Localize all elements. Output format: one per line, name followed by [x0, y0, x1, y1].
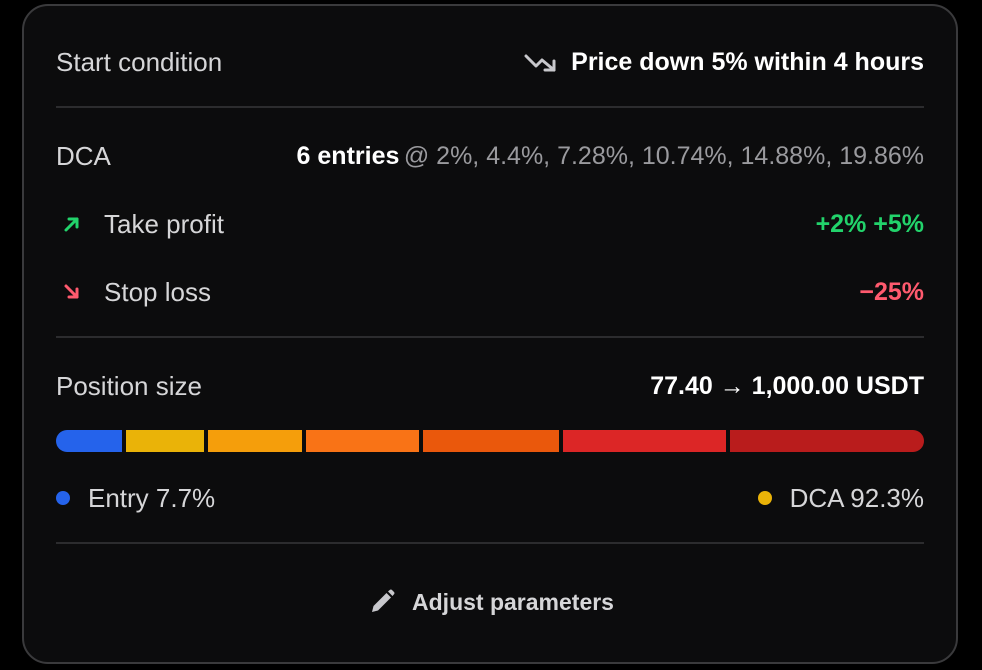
trending-down-icon	[523, 46, 559, 78]
allocation-segment-4	[305, 430, 420, 452]
position-size-label: Position size	[56, 370, 202, 401]
position-size-value: 77.40 → 1,000.00 USDT	[650, 371, 924, 400]
stop-loss-value: −25%	[859, 277, 924, 306]
start-condition-row: Start condition Price down 5% within 4 h…	[56, 42, 924, 82]
legend-dca: DCA 92.3%	[757, 482, 924, 514]
allocation-segment-6	[562, 430, 726, 452]
take-profit-value: +2% +5%	[815, 209, 924, 238]
legend-entry-label: Entry 7.7%	[88, 482, 216, 513]
strategy-card: Start condition Price down 5% within 4 h…	[22, 4, 958, 664]
entry-dot-icon	[56, 491, 70, 505]
take-profit-label-group: Take profit	[56, 208, 224, 240]
allocation-segment-1	[56, 430, 122, 452]
adjust-parameters-label: Adjust parameters	[412, 588, 614, 615]
dca-row: DCA 6 entries @ 2%, 4.4%, 7.28%, 10.74%,…	[56, 136, 924, 176]
divider	[56, 336, 924, 338]
divider	[56, 542, 924, 544]
dca-dot-icon	[757, 491, 772, 505]
legend-dca-label: DCA 92.3%	[789, 482, 924, 513]
take-profit-label: Take profit	[104, 208, 224, 239]
pencil-icon	[366, 586, 398, 618]
adjust-parameters-button[interactable]: Adjust parameters	[56, 582, 924, 622]
divider	[56, 106, 924, 108]
strategy-card-body: Start condition Price down 5% within 4 h…	[56, 6, 924, 662]
allocation-bar	[56, 430, 924, 452]
allocation-segment-7	[729, 430, 924, 452]
legend-entry: Entry 7.7%	[56, 483, 215, 514]
allocation-legend: Entry 7.7% DCA 92.3%	[56, 478, 924, 518]
arrow-up-right-icon	[56, 208, 88, 240]
dca-label: DCA	[56, 140, 111, 171]
allocation-segment-3	[208, 430, 302, 452]
stop-loss-row: Stop loss −25%	[56, 272, 924, 312]
take-profit-row: Take profit +2% +5%	[56, 204, 924, 244]
dca-entries: 6 entries	[296, 141, 400, 170]
dca-value-group: 6 entries @ 2%, 4.4%, 7.28%, 10.74%, 14.…	[297, 142, 924, 171]
stop-loss-label-group: Stop loss	[56, 276, 211, 308]
arrow-down-right-icon	[56, 276, 88, 308]
dca-levels: @ 2%, 4.4%, 7.28%, 10.74%, 14.88%, 19.86…	[403, 141, 924, 170]
stop-loss-label: Stop loss	[104, 276, 211, 307]
position-size-row: Position size 77.40 → 1,000.00 USDT	[56, 366, 924, 406]
start-condition-label: Start condition	[56, 46, 223, 77]
start-condition-value: Price down 5% within 4 hours	[571, 47, 924, 76]
allocation-segment-2	[125, 430, 205, 452]
start-condition-value-group: Price down 5% within 4 hours	[523, 46, 924, 78]
allocation-segment-5	[423, 430, 559, 452]
